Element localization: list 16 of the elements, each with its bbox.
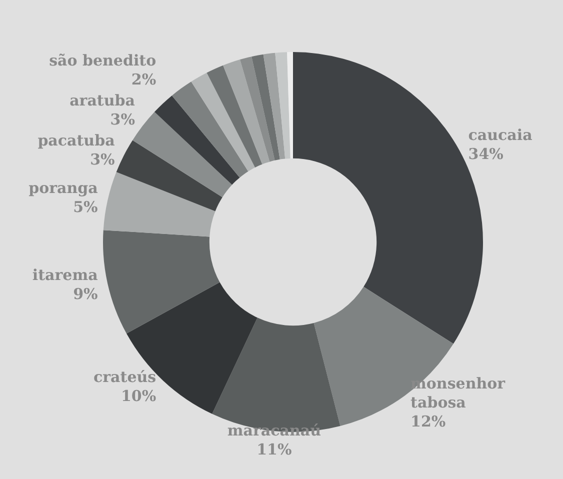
data-label: 5% bbox=[73, 198, 98, 216]
data-label: 11% bbox=[256, 440, 292, 459]
slice-label: aratuba bbox=[70, 92, 136, 110]
data-label: 3% bbox=[90, 150, 115, 169]
data-label: 2% bbox=[131, 70, 156, 89]
data-label: 9% bbox=[73, 285, 98, 304]
data-label: 3% bbox=[110, 110, 135, 129]
data-label: 34% bbox=[468, 145, 504, 164]
slice-label: itarema bbox=[32, 266, 98, 284]
slice-label: poranga bbox=[28, 178, 98, 197]
data-label: 12% bbox=[410, 412, 446, 431]
slice-label: pacatuba bbox=[38, 132, 116, 150]
slice-label: caucaia bbox=[468, 126, 533, 144]
slice-label: são benedito bbox=[49, 52, 156, 70]
slice-label: crateús bbox=[94, 368, 156, 386]
data-label: 10% bbox=[120, 387, 156, 406]
